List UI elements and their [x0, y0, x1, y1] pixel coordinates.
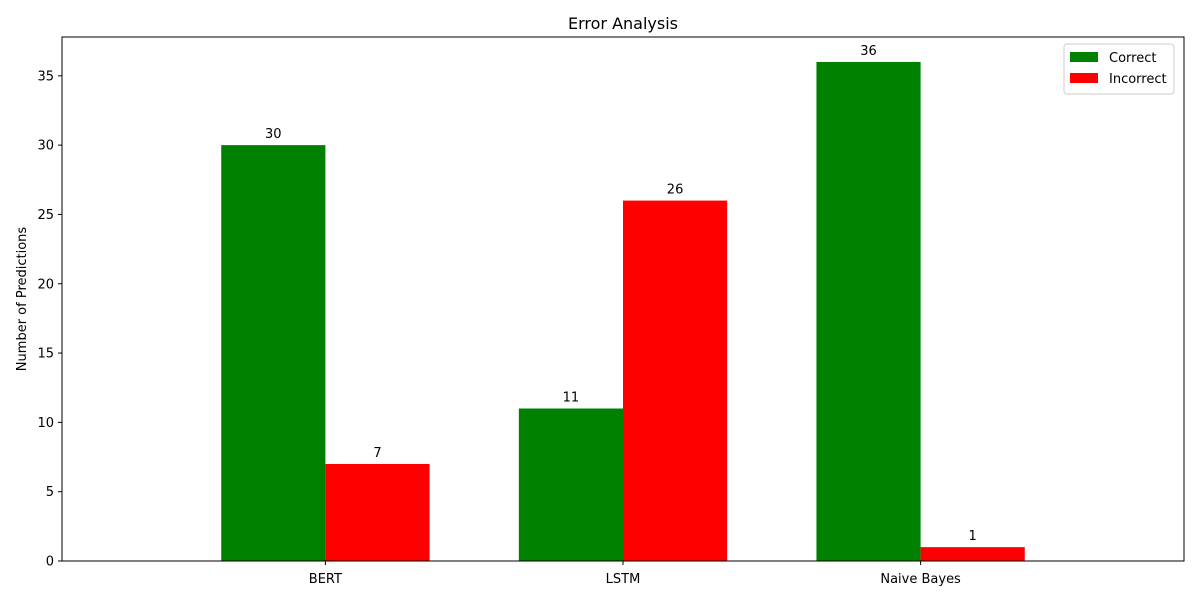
y-tick-label: 20	[37, 277, 54, 292]
legend-label-incorrect: Incorrect	[1109, 72, 1167, 87]
bar-correct-naive-bayes	[816, 61, 921, 561]
y-tick-label: 15	[37, 347, 54, 362]
y-tick-label: 35	[37, 69, 54, 84]
legend-label-correct: Correct	[1109, 51, 1156, 66]
y-axis-label: Number of Predictions	[15, 227, 30, 372]
data-labels-layer: 30 11 36 7 26 1	[265, 44, 977, 544]
y-tick-label: 5	[46, 485, 54, 500]
bar-correct-bert	[221, 145, 326, 561]
x-tick-label-lstm: LSTM	[606, 572, 641, 587]
y-tick-label: 10	[37, 416, 54, 431]
data-label-correct-lstm: 11	[563, 391, 580, 406]
y-tick-label: 0	[46, 555, 54, 570]
x-tick-label-naive-bayes: Naive Bayes	[880, 572, 961, 587]
x-tick-label-bert: BERT	[309, 572, 342, 587]
bar-incorrect-bert	[325, 463, 430, 561]
data-label-incorrect-bert: 7	[373, 446, 381, 461]
data-label-correct-naive-bayes: 36	[860, 44, 877, 59]
data-label-correct-bert: 30	[265, 127, 282, 142]
data-label-incorrect-naive-bayes: 1	[969, 529, 977, 544]
y-tick-label: 25	[37, 208, 54, 223]
bar-incorrect-naive-bayes	[920, 547, 1025, 561]
y-tick-label: 30	[37, 139, 54, 154]
bars-layer	[221, 61, 1025, 561]
bar-correct-lstm	[518, 408, 623, 561]
legend-swatch-incorrect	[1070, 73, 1098, 83]
legend: Correct Incorrect	[1063, 43, 1175, 95]
plot-frame	[61, 36, 1185, 562]
data-label-incorrect-lstm: 26	[667, 183, 684, 198]
ticks-layer: 0 5 10 15 20 25 30 35 BERT LSTM Naive Bayes	[37, 69, 961, 587]
chart-title: Error Analysis	[568, 14, 678, 33]
bar-incorrect-lstm	[623, 200, 728, 561]
legend-swatch-correct	[1070, 52, 1098, 62]
